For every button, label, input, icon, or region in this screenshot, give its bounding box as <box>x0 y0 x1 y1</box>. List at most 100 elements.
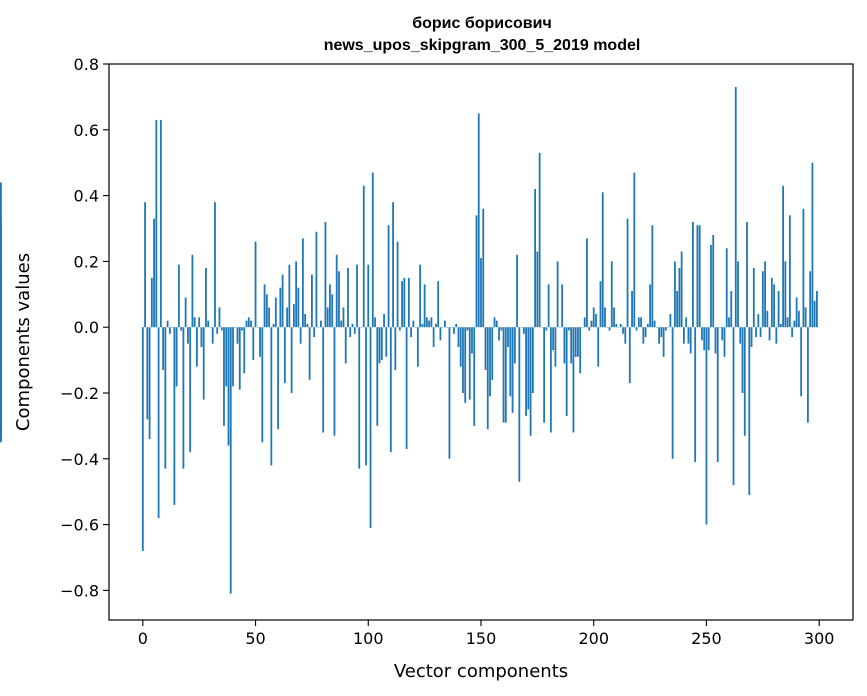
bar-109 <box>387 225 390 328</box>
bar-110 <box>389 327 392 453</box>
bar-174 <box>534 189 537 328</box>
bar-8 <box>159 119 162 328</box>
bar-276 <box>764 261 766 328</box>
bar-282 <box>777 291 780 328</box>
bar-295 <box>807 327 809 423</box>
bar-188 <box>565 327 568 417</box>
bar-66 <box>290 327 293 393</box>
bar-154 <box>489 327 491 397</box>
bar-141 <box>459 327 462 367</box>
bar-undefined <box>0 327 2 433</box>
bar-76 <box>313 327 316 338</box>
bar-146 <box>471 327 473 354</box>
bar-267 <box>743 327 746 436</box>
bar-191 <box>572 327 575 433</box>
bar-124 <box>421 323 424 328</box>
bar-15 <box>175 327 178 387</box>
bar-59 <box>274 297 277 328</box>
chart-title: борис борисович <box>412 15 552 32</box>
bar-77 <box>315 231 318 328</box>
bar-171 <box>527 327 530 410</box>
bar-25 <box>198 317 201 328</box>
bar-265 <box>739 327 742 344</box>
bar-48 <box>250 320 252 328</box>
bar-263 <box>734 87 737 328</box>
bar-131 <box>437 281 440 328</box>
bar-150 <box>480 258 482 328</box>
bar-257 <box>721 327 724 341</box>
bar-92 <box>349 327 352 338</box>
bar-53 <box>261 327 264 443</box>
bar-108 <box>385 327 388 357</box>
bar-38 <box>227 327 230 446</box>
bar-175 <box>536 251 539 328</box>
bar-4 <box>150 277 153 328</box>
x-tick-label: 150 <box>466 629 497 648</box>
bar-27 <box>202 327 205 400</box>
bar-272 <box>755 327 757 338</box>
bar-189 <box>568 327 570 331</box>
bar-243 <box>689 327 692 354</box>
bar-230 <box>660 327 663 338</box>
bar-116 <box>403 277 406 328</box>
bar-46 <box>245 320 248 328</box>
bar-194 <box>579 327 582 374</box>
bar-118 <box>407 277 410 328</box>
bar-89 <box>342 307 345 328</box>
bar-179 <box>545 327 548 331</box>
bar-248 <box>701 327 703 341</box>
bar-232 <box>664 327 667 331</box>
bar-166 <box>516 254 518 328</box>
bar-287 <box>788 215 791 328</box>
x-tick-label: 50 <box>245 629 265 648</box>
bar-197 <box>586 238 588 328</box>
bar-144 <box>466 327 469 331</box>
bar-181 <box>549 327 552 433</box>
bar-2 <box>146 327 149 420</box>
x-tick-label: 200 <box>578 629 609 648</box>
bar-65 <box>288 264 291 328</box>
bar-85 <box>333 327 336 436</box>
bar-75 <box>311 274 313 328</box>
bar-169 <box>522 327 525 334</box>
bar-204 <box>601 192 604 328</box>
bar-200 <box>592 307 595 328</box>
bar-268 <box>746 221 748 328</box>
bar-219 <box>635 327 638 331</box>
bar-222 <box>642 327 645 344</box>
bar-178 <box>543 327 546 423</box>
bar-297 <box>811 162 814 328</box>
bar-186 <box>561 284 564 328</box>
y-axis-label: Components values <box>13 253 34 431</box>
bar-215 <box>626 218 629 328</box>
bar-99 <box>365 327 367 466</box>
bar-69 <box>297 287 300 328</box>
x-axis-ticks: 0 50 100 150 200 250 300 <box>138 620 834 648</box>
bar-undefined <box>0 327 2 367</box>
bar-299 <box>816 291 818 328</box>
bar-5 <box>153 218 155 328</box>
bar-55 <box>265 294 268 328</box>
bar-147 <box>473 327 476 426</box>
bar-159 <box>500 327 503 331</box>
bar-35 <box>220 327 223 331</box>
bar-102 <box>371 172 374 328</box>
bar-40 <box>232 327 234 387</box>
bar-23 <box>193 317 196 328</box>
bar-73 <box>306 323 309 328</box>
bar-163 <box>509 327 512 397</box>
bar-94 <box>353 327 356 334</box>
plot-frame <box>108 63 854 621</box>
y-tick-label: 0.8 <box>74 55 99 74</box>
bar-98 <box>362 185 365 328</box>
bar-32 <box>214 202 216 328</box>
bar-225 <box>649 284 651 328</box>
y-tick-label: 0.2 <box>74 252 99 271</box>
bar-112 <box>394 327 397 370</box>
bar-202 <box>597 327 600 367</box>
bar-201 <box>595 314 597 328</box>
bar-56 <box>268 307 270 328</box>
bar-140 <box>457 327 460 347</box>
bar-undefined <box>0 221 2 328</box>
